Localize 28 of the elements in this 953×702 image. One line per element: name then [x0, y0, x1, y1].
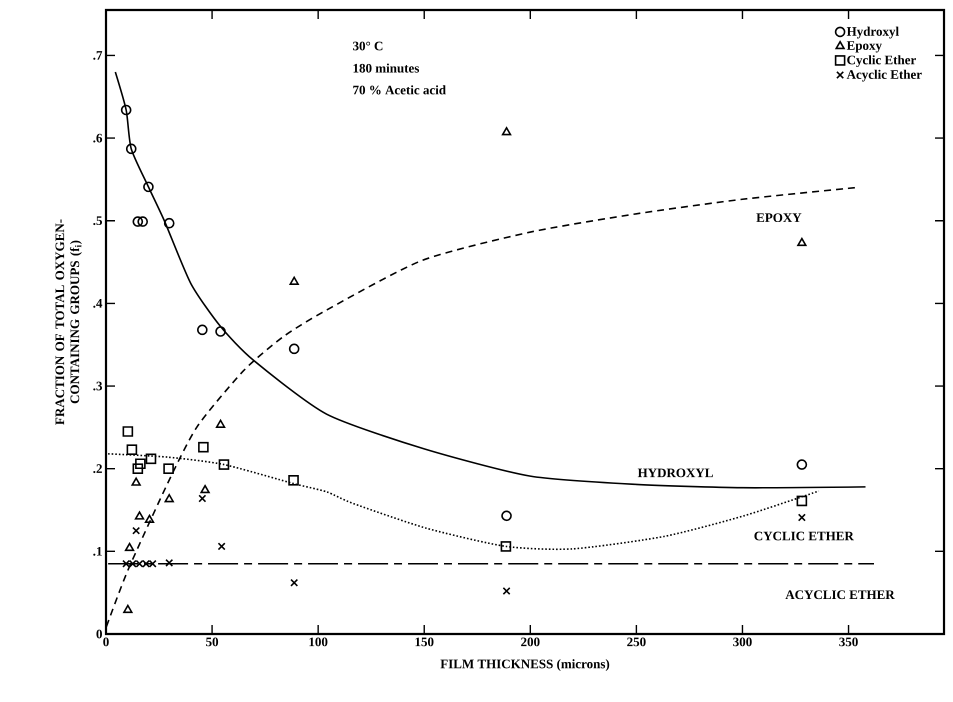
annotation: 180 minutes — [354, 63, 420, 73]
x-tick-label: 250 — [627, 638, 646, 646]
series-label: HYDROXYL — [638, 468, 713, 478]
y-tick-label: .7 — [93, 51, 102, 60]
x-tick-label: 200 — [521, 638, 540, 646]
text: ACYCLIC ETHER — [785, 590, 895, 600]
x-axis-title: FILM THICKNESS (microns) — [440, 659, 610, 671]
annotation: 30° C — [353, 42, 382, 50]
series-label: EPOXY — [756, 213, 802, 222]
x-tick-label: 100 — [309, 638, 328, 646]
annotation: 70 % Acetic acid — [353, 85, 446, 94]
legend-label: Epoxy — [846, 41, 882, 53]
legend-label: Hydroxyl — [846, 26, 899, 39]
legend-label: Cyclic Ether — [847, 55, 916, 68]
x-tick-label: 50 — [206, 638, 218, 646]
y-tick-label: .4 — [93, 299, 102, 308]
y-tick-label: 0 — [96, 630, 102, 638]
legend-label: Acyclic Ether — [846, 70, 922, 82]
y-tick-label: .2 — [93, 464, 102, 474]
x-tick-label: 300 — [733, 638, 752, 646]
y-tick-label: .6 — [93, 134, 102, 142]
y-tick-label: .3 — [93, 382, 102, 390]
y-tick-label: .5 — [93, 216, 102, 226]
y-tick-label: .1 — [93, 546, 102, 556]
x-tick-label: 0 — [103, 638, 109, 646]
x-tick-label: 150 — [416, 638, 434, 646]
series-label: CYCLIC ETHER — [754, 532, 854, 540]
x-tick-label: 350 — [839, 638, 858, 646]
